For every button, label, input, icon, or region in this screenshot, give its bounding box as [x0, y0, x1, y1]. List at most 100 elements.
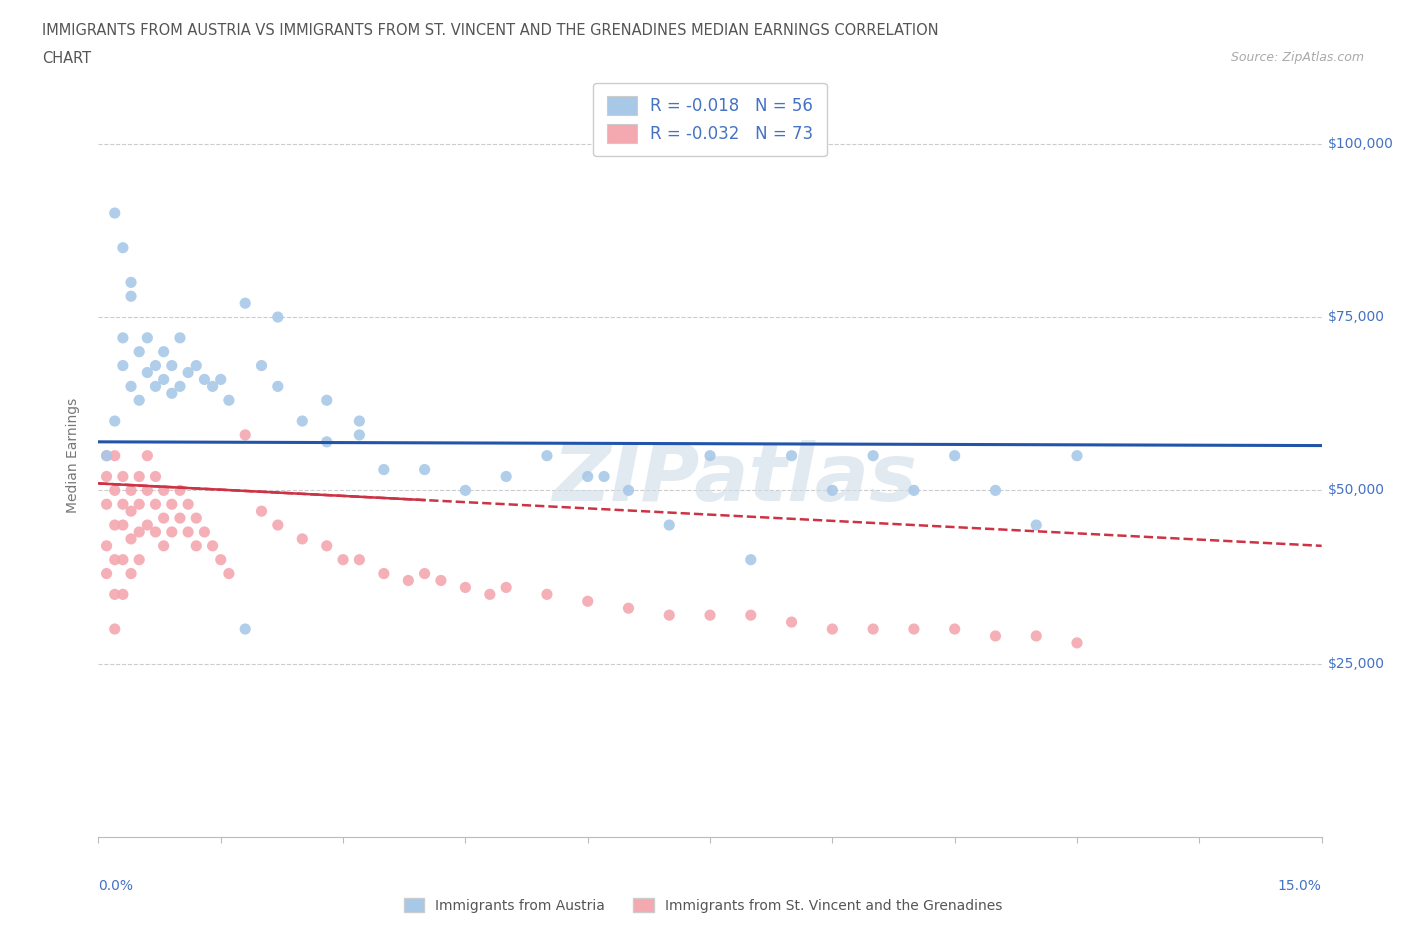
- Point: [201, 379, 224, 393]
- Point: [1066, 448, 1088, 463]
- Point: [209, 372, 232, 387]
- Point: [96, 538, 118, 553]
- Point: [120, 275, 142, 290]
- Point: [903, 621, 925, 636]
- Point: [536, 448, 558, 463]
- Point: [177, 525, 200, 539]
- Point: [104, 414, 127, 429]
- Text: $75,000: $75,000: [1327, 310, 1385, 324]
- Point: [111, 240, 134, 255]
- Point: [111, 552, 134, 567]
- Point: [145, 358, 167, 373]
- Text: ZIPatlas: ZIPatlas: [553, 440, 917, 518]
- Point: [104, 518, 127, 533]
- Point: [617, 483, 640, 498]
- Point: [104, 552, 127, 567]
- Point: [169, 330, 191, 345]
- Point: [576, 469, 599, 484]
- Point: [315, 392, 337, 407]
- Point: [430, 573, 453, 588]
- Point: [136, 518, 159, 533]
- Point: [1025, 629, 1047, 644]
- Point: [349, 428, 371, 443]
- Point: [152, 344, 174, 359]
- Text: IMMIGRANTS FROM AUSTRIA VS IMMIGRANTS FROM ST. VINCENT AND THE GRENADINES MEDIAN: IMMIGRANTS FROM AUSTRIA VS IMMIGRANTS FR…: [42, 23, 939, 38]
- Point: [413, 462, 436, 477]
- Point: [454, 483, 477, 498]
- Point: [593, 469, 616, 484]
- Point: [984, 483, 1007, 498]
- Point: [740, 552, 762, 567]
- Point: [120, 379, 142, 393]
- Point: [120, 289, 142, 304]
- Point: [699, 607, 721, 622]
- Point: [128, 497, 150, 512]
- Point: [152, 372, 174, 387]
- Point: [160, 386, 183, 401]
- Point: [495, 469, 517, 484]
- Point: [136, 483, 159, 498]
- Point: [332, 552, 354, 567]
- Text: $25,000: $25,000: [1327, 657, 1385, 671]
- Point: [218, 566, 240, 581]
- Point: [104, 587, 127, 602]
- Point: [96, 448, 118, 463]
- Point: [740, 607, 762, 622]
- Point: [104, 483, 127, 498]
- Point: [111, 518, 134, 533]
- Point: [495, 580, 517, 595]
- Point: [315, 434, 337, 449]
- Point: [1025, 518, 1047, 533]
- Point: [136, 448, 159, 463]
- Point: [315, 538, 337, 553]
- Point: [160, 525, 183, 539]
- Point: [186, 538, 208, 553]
- Point: [658, 518, 681, 533]
- Point: [120, 566, 142, 581]
- Point: [136, 365, 159, 380]
- Point: [373, 462, 395, 477]
- Text: Source: ZipAtlas.com: Source: ZipAtlas.com: [1230, 51, 1364, 64]
- Point: [186, 511, 208, 525]
- Point: [291, 531, 314, 546]
- Point: [903, 483, 925, 498]
- Point: [169, 511, 191, 525]
- Point: [152, 483, 174, 498]
- Point: [454, 580, 477, 595]
- Point: [413, 566, 436, 581]
- Point: [128, 469, 150, 484]
- Point: [145, 525, 167, 539]
- Point: [193, 372, 215, 387]
- Point: [349, 414, 371, 429]
- Point: [396, 573, 419, 588]
- Point: [145, 379, 167, 393]
- Point: [111, 587, 134, 602]
- Point: [536, 587, 558, 602]
- Point: [267, 518, 290, 533]
- Point: [128, 344, 150, 359]
- Point: [169, 379, 191, 393]
- Point: [576, 594, 599, 609]
- Point: [862, 448, 884, 463]
- Point: [152, 511, 174, 525]
- Point: [177, 365, 200, 380]
- Point: [780, 615, 803, 630]
- Point: [128, 552, 150, 567]
- Point: [218, 392, 240, 407]
- Point: [209, 552, 232, 567]
- Point: [120, 504, 142, 519]
- Point: [128, 525, 150, 539]
- Point: [193, 525, 215, 539]
- Point: [658, 607, 681, 622]
- Text: $50,000: $50,000: [1327, 484, 1385, 498]
- Point: [104, 621, 127, 636]
- Point: [111, 358, 134, 373]
- Point: [821, 621, 844, 636]
- Point: [943, 621, 966, 636]
- Point: [1066, 635, 1088, 650]
- Point: [160, 358, 183, 373]
- Point: [291, 414, 314, 429]
- Point: [943, 448, 966, 463]
- Point: [104, 448, 127, 463]
- Point: [699, 448, 721, 463]
